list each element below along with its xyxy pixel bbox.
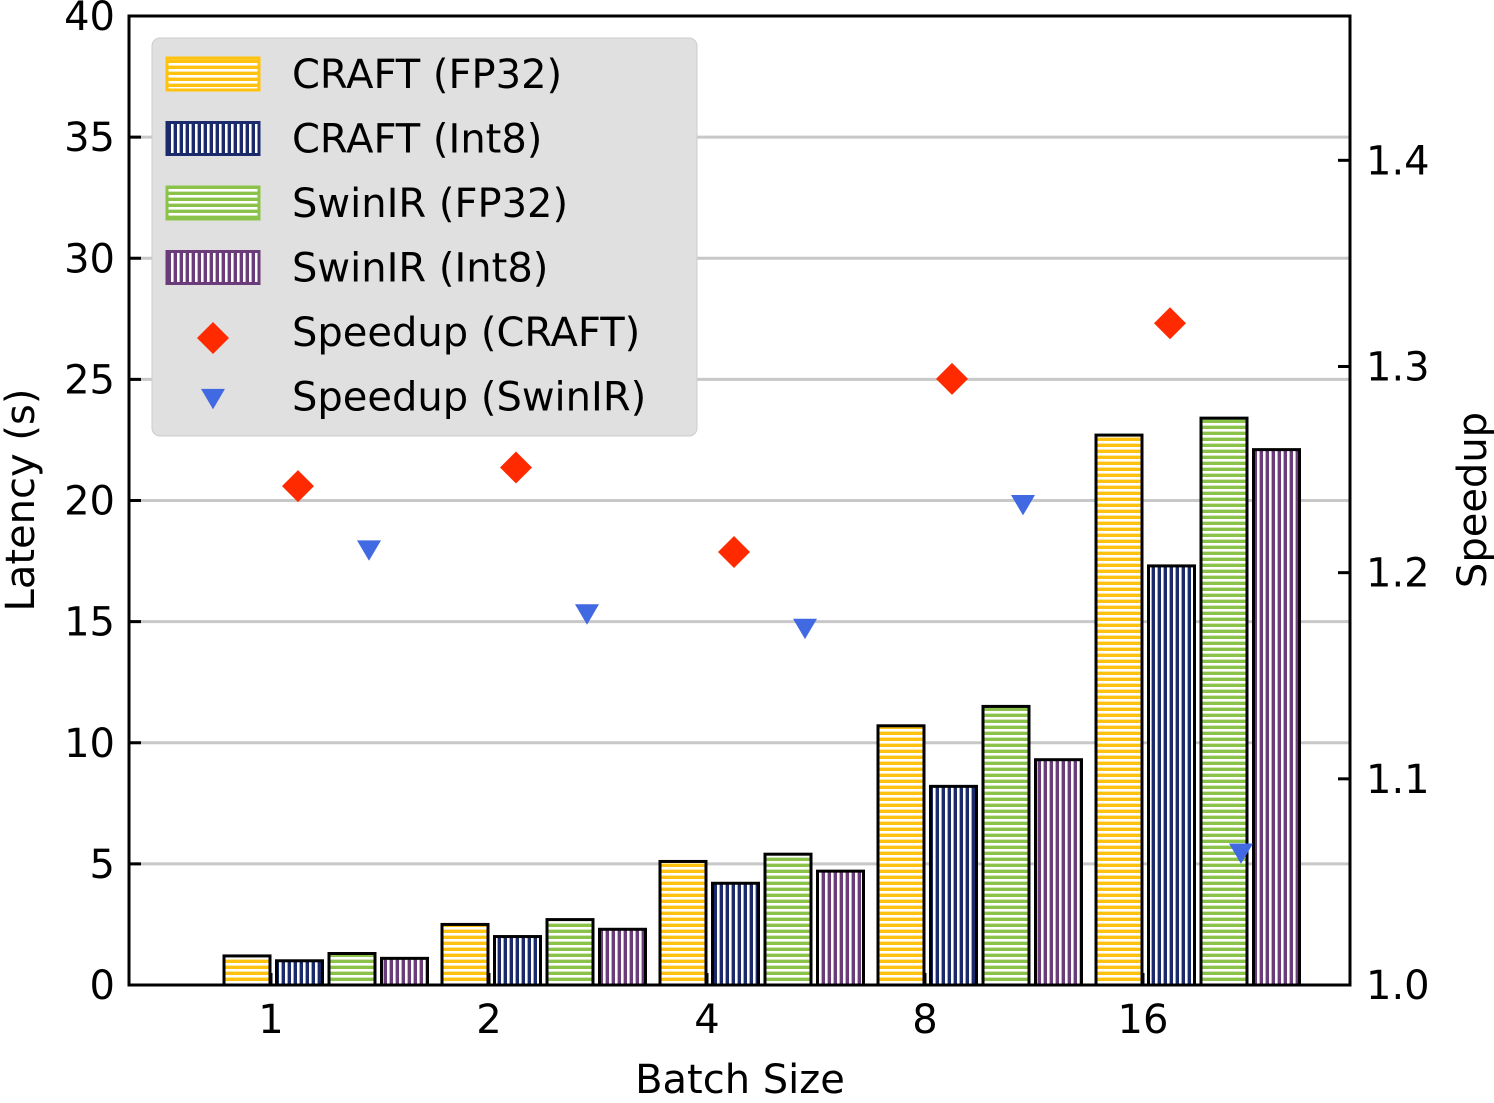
y2-tick-label: 1.3	[1366, 344, 1430, 390]
speedup-craft-marker	[1154, 307, 1186, 340]
y2-tick-label: 1.1	[1366, 757, 1430, 803]
legend-swinir-fp32-swatch	[165, 185, 261, 221]
bar-swinir-int8	[816, 869, 865, 987]
speedup-swinir-marker	[1229, 843, 1253, 864]
x-tick-label: 1	[258, 997, 283, 1043]
bar-swinir-fp32	[327, 952, 377, 987]
speedup-swinir-marker	[575, 604, 599, 625]
legend-speedup-swinir-label: Speedup (SwinIR)	[292, 375, 646, 421]
speedup-swinir-marker	[357, 540, 381, 561]
legend-box	[151, 37, 698, 437]
legend-swinir-int8-swatch	[165, 250, 261, 285]
bar-swinir-fp32	[763, 852, 813, 987]
bar-craft-int8	[929, 784, 978, 987]
bar-swinir-fp32	[545, 918, 595, 987]
bar-swinir-fp32	[1199, 416, 1249, 987]
y-tick-label: 25	[64, 357, 115, 403]
x-axis: 1 2 4 8 16	[258, 973, 1168, 1043]
y-tick-label: 5	[90, 842, 115, 888]
bar-craft-int8	[493, 935, 542, 987]
x-axis-title: Batch Size	[635, 1057, 845, 1103]
bar-swinir-fp32	[981, 704, 1031, 987]
y-tick-label: 30	[64, 236, 115, 282]
y-tick-label: 40	[64, 0, 115, 40]
speedup-swinir-marker	[793, 618, 817, 640]
legend-speedup-craft-swatch	[197, 322, 229, 354]
speedup-craft-marker	[936, 362, 968, 395]
bar-craft-fp32	[658, 859, 708, 987]
y2-tick-label: 1.4	[1366, 138, 1430, 184]
legend-craft-int8-label: CRAFT (Int8)	[292, 117, 542, 163]
y2-axis-title: Speedup	[1450, 412, 1494, 588]
legend-craft-int8-swatch	[165, 121, 261, 156]
speedup-markers	[282, 307, 1253, 864]
bar-craft-fp32	[440, 922, 490, 987]
y-tick-label: 20	[64, 479, 115, 525]
bar-craft-fp32	[876, 724, 926, 987]
bar-swinir-int8	[1252, 448, 1301, 987]
bar-craft-int8	[275, 959, 324, 987]
legend-craft-fp32-label: CRAFT (FP32)	[292, 52, 562, 98]
x-tick-label: 4	[694, 997, 719, 1043]
bar-craft-int8	[1147, 564, 1196, 987]
y-tick-label: 10	[64, 721, 115, 767]
legend-swinir-fp32-label: SwinIR (FP32)	[292, 181, 568, 227]
speedup-craft-marker	[500, 451, 532, 484]
bar-swinir-int8	[598, 927, 647, 987]
x-tick-label: 8	[912, 997, 937, 1043]
y-axis-left: 0 5 10 15 20 25 30 35 40	[64, 0, 141, 1009]
bar-craft-fp32	[1094, 433, 1144, 987]
speedup-craft-marker	[718, 536, 750, 569]
speedup-swinir-marker	[1011, 495, 1035, 516]
bar-craft-fp32	[222, 954, 272, 987]
y-axis-right: 1.0 1.1 1.2 1.3 1.4	[1338, 138, 1430, 1009]
legend-craft-fp32-swatch	[165, 56, 261, 92]
x-tick-label: 2	[476, 997, 501, 1043]
y-axis-title: Latency (s)	[0, 389, 44, 612]
bars	[222, 416, 1301, 987]
bar-swinir-int8	[380, 956, 429, 987]
legend-speedup-swinir-swatch	[201, 388, 225, 410]
bar-craft-int8	[711, 881, 760, 987]
speedup-craft-marker	[282, 470, 314, 503]
legend-swinir-int8-label: SwinIR (Int8)	[292, 246, 548, 292]
y2-tick-label: 1.2	[1366, 551, 1430, 597]
bar-swinir-int8	[1034, 758, 1083, 987]
legend-speedup-craft-label: Speedup (CRAFT)	[292, 310, 640, 356]
y-tick-label: 15	[64, 600, 115, 646]
x-tick-label: 16	[1118, 997, 1169, 1043]
y-tick-label: 35	[64, 115, 115, 161]
y-tick-label: 0	[90, 963, 115, 1009]
y2-tick-label: 1.0	[1366, 963, 1430, 1009]
legend: CRAFT (FP32) CRAFT (Int8) SwinIR (FP32) Swi…	[151, 37, 698, 437]
